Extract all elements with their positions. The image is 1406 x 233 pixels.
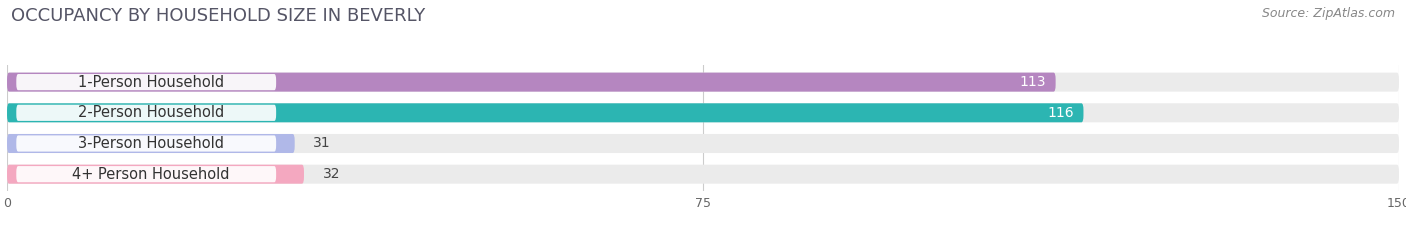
Text: 1-Person Household: 1-Person Household <box>77 75 224 90</box>
FancyBboxPatch shape <box>7 103 1399 122</box>
Text: 32: 32 <box>322 167 340 181</box>
Text: OCCUPANCY BY HOUSEHOLD SIZE IN BEVERLY: OCCUPANCY BY HOUSEHOLD SIZE IN BEVERLY <box>11 7 426 25</box>
FancyBboxPatch shape <box>17 135 276 152</box>
Text: 113: 113 <box>1019 75 1046 89</box>
Text: 116: 116 <box>1047 106 1074 120</box>
FancyBboxPatch shape <box>17 166 276 182</box>
Text: 3-Person Household: 3-Person Household <box>77 136 224 151</box>
Text: 2-Person Household: 2-Person Household <box>77 105 224 120</box>
Text: 31: 31 <box>314 137 330 151</box>
FancyBboxPatch shape <box>7 73 1399 92</box>
FancyBboxPatch shape <box>7 165 304 184</box>
FancyBboxPatch shape <box>7 165 1399 184</box>
Text: Source: ZipAtlas.com: Source: ZipAtlas.com <box>1261 7 1395 20</box>
FancyBboxPatch shape <box>17 74 276 90</box>
FancyBboxPatch shape <box>17 105 276 121</box>
FancyBboxPatch shape <box>7 134 1399 153</box>
FancyBboxPatch shape <box>7 73 1056 92</box>
FancyBboxPatch shape <box>7 134 295 153</box>
FancyBboxPatch shape <box>7 103 1084 122</box>
Text: 4+ Person Household: 4+ Person Household <box>72 167 229 182</box>
